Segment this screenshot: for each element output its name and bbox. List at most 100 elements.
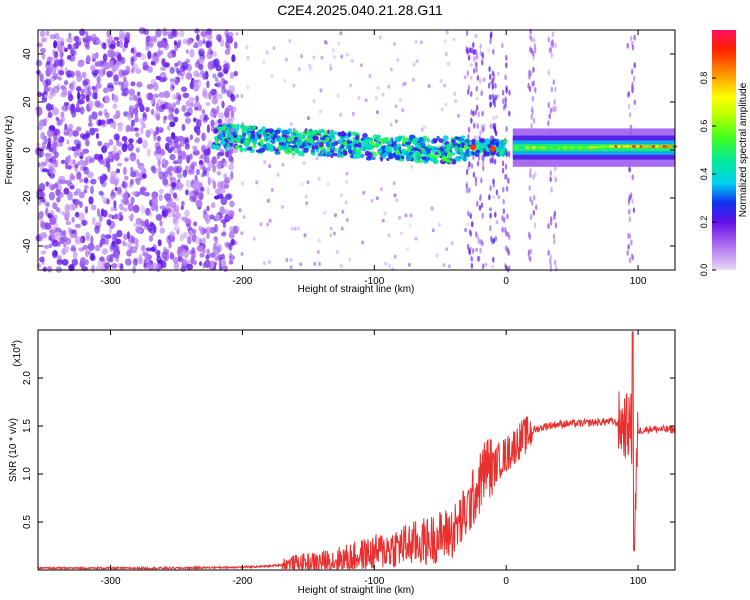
spectrogram-cell [475, 96, 479, 101]
spectrogram-cell [84, 139, 90, 147]
spectrogram-cell [378, 35, 382, 40]
spectrogram-cell [353, 146, 357, 151]
spectrogram-cell [133, 118, 140, 123]
spectrogram-cell [489, 38, 492, 45]
spectrogram-cell [357, 96, 361, 101]
spectrogram-cell [117, 263, 121, 268]
spectrogram-cell [502, 98, 505, 105]
spectrogram-cell [289, 257, 293, 262]
spectrogram-cell [389, 67, 393, 72]
spectrogram-cell [162, 261, 167, 269]
spectrogram-cell [422, 125, 426, 129]
spectrogram-cell [54, 151, 59, 159]
spectrogram-cell [212, 180, 217, 190]
colorbar-gradient [712, 30, 736, 270]
spectrogram-cell [489, 185, 492, 192]
spectrogram-cell [192, 181, 199, 190]
spectrogram-cell [161, 251, 168, 260]
spectrogram-cell [628, 208, 631, 215]
spectrogram-cell [44, 222, 52, 230]
spectrogram-cell [469, 212, 472, 218]
spectrogram-cell [114, 213, 118, 220]
spectrogram-cell [195, 95, 199, 103]
spectrogram-cell [203, 149, 210, 156]
spectrogram-cell [479, 138, 486, 143]
spectrogram-cell [195, 137, 200, 143]
spectrogram-cell [550, 186, 553, 193]
spectrogram-cell [190, 164, 195, 170]
spectrogram-cell [532, 37, 536, 44]
spectrogram-cell [481, 263, 485, 270]
spectrogram-cell [530, 113, 533, 120]
spectrogram-cell [632, 75, 636, 82]
spectrogram-cell [216, 160, 222, 170]
spectrogram-cell [155, 213, 163, 221]
spectrogram-cell [425, 153, 430, 158]
spectrogram-cell [224, 107, 230, 115]
spectrogram-cell [240, 147, 244, 151]
spectrogram-cell [172, 116, 178, 123]
spectrogram-cell [501, 147, 505, 153]
snr-x-tick-label: -300 [101, 576, 121, 587]
spectrogram-cell [163, 90, 171, 99]
spectrogram-cell [506, 213, 509, 220]
spectrogram-cell [132, 107, 139, 115]
spectrogram-cell [174, 62, 179, 67]
spectrogram-cell [157, 239, 162, 247]
spectrogram-cell [274, 151, 281, 155]
spectrogram-cell [605, 145, 610, 148]
spectrogram-cell [381, 218, 385, 223]
spectrogram-cell [502, 139, 508, 144]
spectrogram-cell [130, 119, 135, 127]
spectrogram-cell [43, 266, 47, 273]
spectrogram-cell [172, 49, 177, 58]
spectrogram-cell [77, 61, 84, 68]
spectrogram-cell [38, 182, 46, 192]
spectrogram-cell [177, 155, 183, 165]
spectrogram-cell [64, 123, 68, 131]
spectrogram-cell [80, 257, 86, 264]
spectrogram-cell [135, 147, 140, 153]
spectrogram-cell [436, 149, 441, 153]
spectrogram-cell [387, 233, 391, 238]
spectrogram-cell [469, 47, 472, 54]
spectrogram-cell [481, 110, 484, 117]
spectrogram-cell [254, 135, 259, 141]
spectrogram-cell [444, 52, 448, 56]
spectrogram-cell [110, 194, 115, 200]
spectrogram-cell [102, 53, 108, 62]
spectrogram-cell [396, 57, 400, 62]
spectrogram-cell [383, 211, 387, 216]
spectrogram-cell [386, 141, 393, 145]
spectrogram-cell [137, 97, 143, 106]
spectrogram-cell [211, 156, 217, 165]
spectrogram-cell [293, 226, 297, 231]
spectrogram-cell [84, 130, 90, 139]
spectrogram-cell [312, 55, 316, 60]
spectrogram-cell [290, 226, 294, 231]
spectrogram-cell [43, 37, 48, 43]
spectrogram-cell [547, 36, 550, 43]
spectrogram-cell [52, 145, 57, 154]
spectrogram-cell [381, 92, 385, 97]
spectrogram-cell [140, 105, 145, 113]
spectrogram-cell [202, 237, 206, 246]
spectrogram-cell [123, 76, 127, 82]
spectrogram-cell [470, 262, 474, 269]
spectrogram-cell [215, 188, 220, 195]
spectrogram-cell [112, 120, 117, 130]
spectrogram-cell [231, 124, 237, 129]
spectrogram-cell [176, 229, 180, 235]
spectrogram-cell [430, 206, 434, 211]
spectrogram-cell [153, 225, 157, 234]
spectrogram-cell [200, 186, 204, 192]
spectrogram-cell [364, 98, 368, 103]
spectrogram-cell [252, 236, 256, 241]
spectrogram-cell [213, 128, 219, 134]
spectrogram-cell [198, 159, 204, 165]
spectrogram-cell [455, 155, 460, 160]
spectrogram-cell [108, 213, 113, 219]
spectrogram-cell [43, 244, 50, 249]
spectrogram-cell [472, 42, 475, 48]
spectrogram-cell [132, 169, 140, 178]
